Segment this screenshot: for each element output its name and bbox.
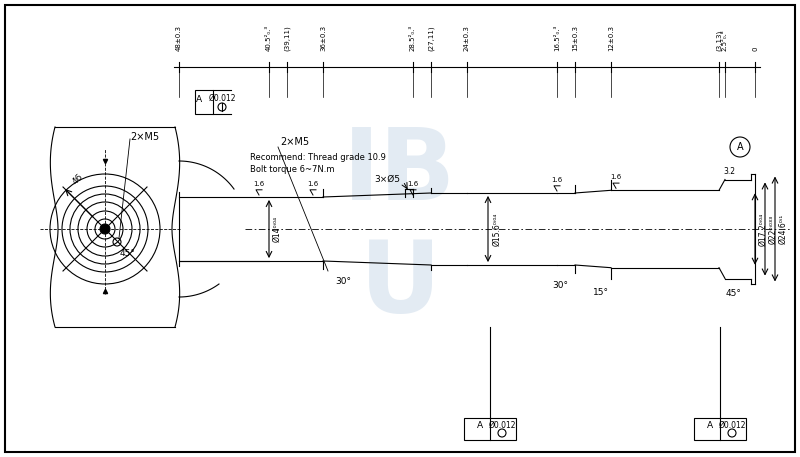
Text: 45°: 45° (119, 250, 135, 259)
Text: 1.6: 1.6 (254, 181, 265, 187)
Text: Ø17.2⁰ⁱ⁰⁴: Ø17.2⁰ⁱ⁰⁴ (758, 213, 767, 245)
Text: 48±0.3: 48±0.3 (176, 25, 182, 51)
Text: (3,13): (3,13) (716, 30, 722, 51)
Text: Ø0.012: Ø0.012 (488, 420, 516, 430)
Text: 1.6: 1.6 (551, 177, 562, 183)
Text: 46: 46 (70, 172, 86, 186)
Text: Ø22⁰ⁱ⁰³³: Ø22⁰ⁱ⁰³³ (769, 214, 778, 244)
Text: 1.6: 1.6 (307, 181, 318, 187)
Text: 2×M5: 2×M5 (130, 132, 159, 142)
Text: A: A (196, 96, 202, 105)
Text: Ø15.6⁰ⁱ⁰⁴: Ø15.6⁰ⁱ⁰⁴ (493, 213, 502, 246)
Text: 16.5²₀.³: 16.5²₀.³ (554, 25, 560, 51)
Text: 30°: 30° (552, 281, 568, 289)
Text: 3×Ø5: 3×Ø5 (374, 175, 400, 184)
Text: Ø14⁰ⁱ⁰⁴: Ø14⁰ⁱ⁰⁴ (273, 216, 282, 242)
Text: 2.5²₀.³: 2.5²₀.³ (722, 29, 728, 51)
Circle shape (100, 224, 110, 234)
Text: 24±0.3: 24±0.3 (464, 25, 470, 51)
Text: 3.2: 3.2 (723, 167, 735, 176)
Text: Ø0.012: Ø0.012 (718, 420, 746, 430)
Text: 1.6: 1.6 (407, 181, 418, 187)
Text: 30°: 30° (335, 276, 351, 286)
Text: 2×M5: 2×M5 (280, 137, 309, 147)
Text: 15±0.3: 15±0.3 (572, 25, 578, 51)
Text: Bolt torque 6~7N.m: Bolt torque 6~7N.m (250, 165, 334, 174)
Text: A: A (737, 142, 743, 152)
Text: 15°: 15° (593, 288, 609, 297)
Text: IB
U: IB U (343, 124, 457, 334)
Text: Recommend: Thread grade 10.9: Recommend: Thread grade 10.9 (250, 153, 386, 161)
Text: 45°: 45° (726, 289, 742, 298)
Text: 12±0.3: 12±0.3 (608, 25, 614, 51)
Text: 28.5²₀.³: 28.5²₀.³ (410, 25, 416, 51)
Text: 1.6: 1.6 (610, 174, 622, 181)
Text: 40.5²₀.³: 40.5²₀.³ (266, 25, 272, 51)
Text: A: A (477, 420, 483, 430)
Text: 0: 0 (752, 47, 758, 51)
Text: Ø24.6⁰ⁱ¹: Ø24.6⁰ⁱ¹ (778, 214, 787, 244)
Text: (39,11): (39,11) (284, 25, 290, 51)
Text: (27,11): (27,11) (428, 26, 434, 51)
Text: 36±0.3: 36±0.3 (320, 25, 326, 51)
Text: A: A (707, 420, 713, 430)
Text: Ø0.012: Ø0.012 (208, 94, 236, 102)
